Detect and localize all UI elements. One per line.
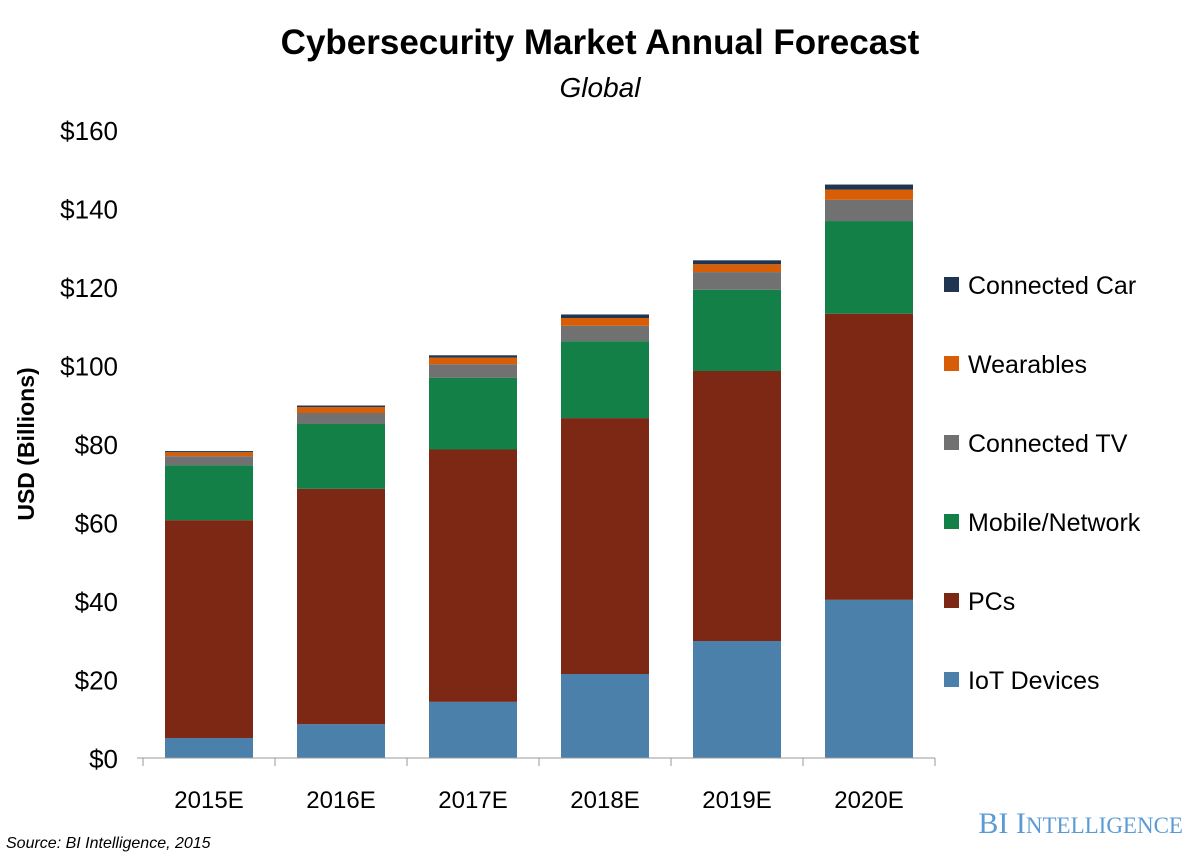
bar-segment-connected-tv-2016E <box>297 412 385 424</box>
bar-segment-pcs-2017E <box>429 449 517 702</box>
y-tick-label: $100 <box>60 352 118 382</box>
legend-swatch <box>944 356 959 371</box>
y-tick-label: $60 <box>75 509 118 539</box>
bar-segment-mobile-network-2016E <box>297 423 385 489</box>
bar-segment-connected-car-2019E <box>693 260 781 265</box>
bar-segment-connected-tv-2018E <box>561 325 649 342</box>
legend-swatch <box>944 672 959 687</box>
bar-segment-iot-devices-2020E <box>825 599 913 758</box>
bar-segment-connected-car-2017E <box>429 355 517 358</box>
bar-segment-mobile-network-2015E <box>165 465 253 521</box>
x-tick-label: 2015E <box>174 787 243 814</box>
legend-swatch <box>944 277 959 292</box>
legend-label: Mobile/Network <box>968 509 1141 537</box>
bar-segment-mobile-network-2019E <box>693 289 781 371</box>
bar-segment-connected-car-2020E <box>825 184 913 190</box>
legend-label: Connected Car <box>968 272 1136 300</box>
y-tick-label: $160 <box>60 116 118 146</box>
bar-segment-wearables-2015E <box>165 452 253 457</box>
y-tick-label: $80 <box>75 430 118 460</box>
x-tick-label: 2020E <box>834 787 903 814</box>
x-tick-label: 2016E <box>306 787 375 814</box>
bar-segment-connected-tv-2015E <box>165 456 253 466</box>
bar-segment-iot-devices-2017E <box>429 701 517 758</box>
bar-segment-iot-devices-2016E <box>297 724 385 758</box>
bar-segment-connected-car-2018E <box>561 314 649 319</box>
legend-label: Wearables <box>968 351 1087 379</box>
bi-intelligence-logo: BI INTELLIGENCE <box>978 807 1183 840</box>
bar-segment-connected-tv-2019E <box>693 272 781 290</box>
bar-segment-pcs-2016E <box>297 488 385 725</box>
legend-label: IoT Devices <box>968 667 1100 695</box>
y-tick-label: $120 <box>60 273 118 303</box>
legend-swatch <box>944 435 959 450</box>
bar-segment-connected-car-2016E <box>297 405 385 408</box>
bar-segment-pcs-2018E <box>561 418 649 675</box>
x-tick-label: 2019E <box>702 787 771 814</box>
bar-segment-connected-tv-2017E <box>429 364 517 378</box>
y-tick-label: $140 <box>60 195 118 225</box>
y-axis-label: USD (Billions) <box>13 367 39 520</box>
bar-segment-connected-car-2015E <box>165 451 253 453</box>
x-tick-label: 2017E <box>438 787 507 814</box>
legend-swatch <box>944 514 959 529</box>
bar-segment-mobile-network-2017E <box>429 377 517 450</box>
chart-subtitle: Global <box>560 72 642 103</box>
y-tick-label: $0 <box>89 744 118 774</box>
x-tick-label: 2018E <box>570 787 639 814</box>
bar-segment-iot-devices-2019E <box>693 641 781 758</box>
bar-segment-pcs-2015E <box>165 520 253 738</box>
bar-segment-iot-devices-2015E <box>165 737 253 758</box>
chart-title: Cybersecurity Market Annual Forecast <box>281 23 920 62</box>
bar-segment-connected-tv-2020E <box>825 199 913 222</box>
bar-segment-wearables-2018E <box>561 318 649 326</box>
bar-segment-wearables-2016E <box>297 407 385 413</box>
legend-label: Connected TV <box>968 430 1128 458</box>
bar-segment-wearables-2019E <box>693 264 781 273</box>
y-tick-label: $20 <box>75 666 118 696</box>
bar-segment-iot-devices-2018E <box>561 674 649 758</box>
bar-segment-mobile-network-2018E <box>561 341 649 419</box>
bar-segment-pcs-2020E <box>825 313 913 600</box>
legend-label: PCs <box>968 588 1015 616</box>
bar-segment-mobile-network-2020E <box>825 221 913 314</box>
bar-segment-pcs-2019E <box>693 370 781 642</box>
legend-swatch <box>944 593 959 608</box>
source-note: Source: BI Intelligence, 2015 <box>6 835 211 852</box>
bar-segment-wearables-2017E <box>429 357 517 365</box>
y-tick-label: $40 <box>75 587 118 617</box>
bar-segment-wearables-2020E <box>825 189 913 200</box>
